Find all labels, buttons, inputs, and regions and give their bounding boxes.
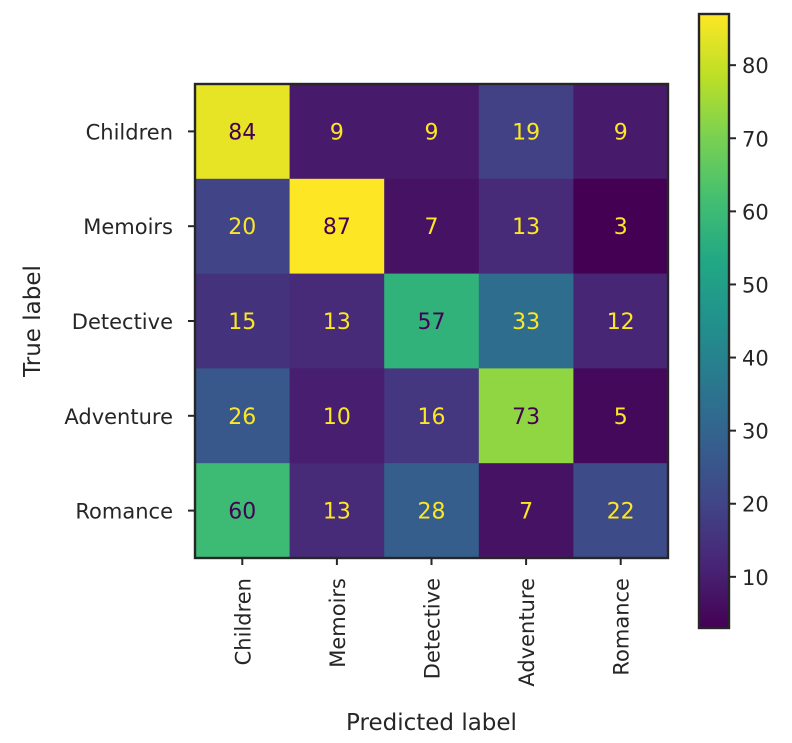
cell-value-label: 19 [512, 120, 540, 145]
y-tick-label: Detective [72, 310, 173, 334]
heatmap-cells [195, 84, 669, 559]
cell-value-label: 73 [512, 405, 540, 430]
cell-value-label: 5 [614, 405, 628, 430]
cell-value-label: 10 [323, 405, 351, 430]
heatmap-cell [384, 273, 480, 369]
heatmap-cell [573, 463, 669, 559]
x-tick-label: Memoirs [326, 578, 350, 668]
cell-value-label: 9 [425, 120, 439, 145]
cell-value-label: 87 [323, 215, 351, 240]
cell-value-label: 13 [512, 215, 540, 240]
heatmap-cell [573, 84, 669, 180]
x-tick-label: Children [231, 578, 255, 665]
cell-value-label: 57 [418, 310, 446, 335]
heatmap-cell [195, 368, 291, 464]
heatmap-cell [289, 84, 385, 180]
colorbar-tick-label: 20 [742, 493, 769, 517]
heatmap-cell [289, 368, 385, 464]
heatmap-cell [384, 463, 480, 559]
cell-value-label: 60 [228, 500, 256, 525]
heatmap-cell [573, 273, 669, 369]
x-tick-labels: Children Memoirs Detective Adventure Romance [231, 558, 634, 687]
cell-value-label: 13 [323, 310, 351, 335]
heatmap-cell [478, 463, 574, 559]
cell-value-labels: 84 9 9 19 9 20 87 7 13 3 15 13 57 33 12 26 10 16 73 5 60 13 28… [228, 120, 634, 524]
cell-value-label: 22 [607, 500, 635, 525]
y-axis-title: True label [20, 265, 46, 378]
x-tick-label: Detective [421, 578, 445, 679]
colorbar-tick-label: 10 [742, 566, 769, 590]
colorbar-tick-label: 70 [742, 127, 769, 151]
x-tick-label: Romance [610, 578, 634, 676]
cell-value-label: 12 [607, 310, 635, 335]
colorbar-tick-label: 40 [742, 347, 769, 371]
heatmap-cell [384, 368, 480, 464]
cell-value-label: 13 [323, 500, 351, 525]
y-tick-labels: Children Memoirs Detective Adventure Romance [64, 120, 195, 524]
colorbar-tick-label: 50 [742, 273, 769, 297]
cell-value-label: 28 [418, 500, 446, 525]
cell-value-label: 16 [418, 405, 446, 430]
x-tick-label: Adventure [515, 578, 539, 687]
heatmap-cell [478, 84, 574, 180]
y-tick-label: Romance [75, 500, 173, 524]
cell-value-label: 33 [512, 310, 540, 335]
heatmap-cell [195, 463, 291, 559]
heatmap-cell [478, 178, 574, 275]
colorbar-tick-label: 80 [742, 54, 769, 78]
colorbar-tick-label: 60 [742, 200, 769, 224]
heatmap-cell [573, 178, 669, 275]
colorbar-ticks: 10 20 30 40 50 60 70 80 [729, 54, 769, 590]
heatmap-cell [195, 84, 291, 180]
heatmap-cell [289, 273, 385, 369]
heatmap-cell [289, 178, 385, 275]
cell-value-label: 3 [614, 215, 628, 240]
heatmap-cell [195, 273, 291, 369]
cell-value-label: 15 [228, 310, 256, 335]
colorbar [697, 12, 731, 630]
heatmap-cell [384, 178, 480, 275]
cell-value-label: 9 [330, 120, 344, 145]
heatmap-cell [384, 84, 480, 180]
y-tick-label: Children [86, 120, 173, 144]
cell-value-label: 20 [228, 215, 256, 240]
colorbar-tick-label: 30 [742, 420, 769, 444]
heatmap-cell [478, 368, 574, 464]
x-axis-title: Predicted label [346, 710, 517, 736]
cell-value-label: 9 [614, 120, 628, 145]
cell-value-label: 7 [519, 500, 533, 525]
heatmap-cell [573, 368, 669, 464]
heatmap-cell [289, 463, 385, 559]
heatmap-cell [478, 273, 574, 369]
cell-value-label: 7 [425, 215, 439, 240]
y-tick-label: Adventure [64, 405, 173, 429]
cell-value-label: 26 [228, 405, 256, 430]
heatmap-cell [195, 178, 291, 275]
cell-value-label: 84 [228, 120, 256, 145]
y-tick-label: Memoirs [83, 215, 173, 239]
